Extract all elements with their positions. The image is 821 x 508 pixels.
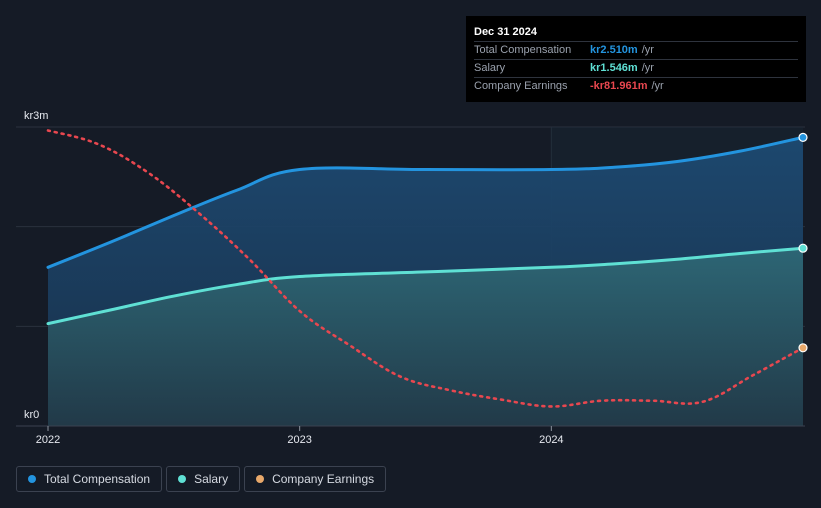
- x-tick-label: 2022: [36, 434, 60, 446]
- y-tick-label: kr3m: [24, 110, 48, 122]
- legend-label: Company Earnings: [272, 472, 375, 486]
- x-tick-label: 2023: [287, 434, 311, 446]
- tooltip-unit: /yr: [651, 80, 664, 92]
- tooltip-date: Dec 31 2024: [474, 26, 537, 38]
- legend-dot-icon: [256, 475, 265, 483]
- area-salary: [48, 248, 803, 426]
- series-line-company-earnings: [46, 129, 805, 408]
- tooltip-row-earnings: Company Earnings -kr81.961m /yr: [474, 77, 798, 95]
- end-point-salary: [798, 243, 808, 253]
- series-line-salary: [46, 246, 805, 326]
- chart-svg: kr0 kr3m 2022 2023 2024: [16, 110, 808, 446]
- legend-item-total-compensation[interactable]: Total Compensation: [16, 466, 163, 492]
- tooltip-value: kr1.546m: [590, 62, 638, 74]
- x-tick-label: 2024: [539, 434, 563, 446]
- tooltip-label: Company Earnings: [474, 80, 568, 92]
- legend-dot-icon: [178, 475, 187, 483]
- area-layer: [48, 137, 803, 426]
- legend-item-company-earnings[interactable]: Company Earnings: [244, 466, 387, 492]
- tooltip-row-total: Total Compensation kr2.510m /yr: [474, 41, 798, 59]
- axes: kr0 kr3m 2022 2023 2024: [16, 110, 805, 446]
- tooltip-value: -kr81.961m: [590, 80, 648, 92]
- tooltip-label: Total Compensation: [474, 44, 572, 56]
- end-markers: [798, 132, 808, 353]
- legend-label: Total Compensation: [44, 472, 151, 486]
- chart-legend: Total Compensation Salary Company Earnin…: [16, 466, 387, 492]
- end-point-total-compensation: [798, 132, 808, 142]
- series-line-total-compensation: [46, 135, 805, 269]
- legend-dot-icon: [28, 475, 36, 483]
- y-tick-label: kr0: [24, 409, 39, 421]
- line-layer: [46, 129, 805, 408]
- end-point-company-earnings: [798, 343, 808, 353]
- tooltip-row-salary: Salary kr1.546m /yr: [474, 59, 798, 77]
- legend-label: Salary: [194, 472, 229, 486]
- legend-item-salary[interactable]: Salary: [166, 466, 241, 492]
- tooltip-panel: Dec 31 2024 Total Compensation kr2.510m …: [466, 16, 806, 102]
- tooltip-unit: /yr: [641, 62, 654, 74]
- tooltip-unit: /yr: [641, 44, 654, 56]
- tooltip-value: kr2.510m: [590, 44, 638, 56]
- tooltip-label: Salary: [474, 62, 506, 74]
